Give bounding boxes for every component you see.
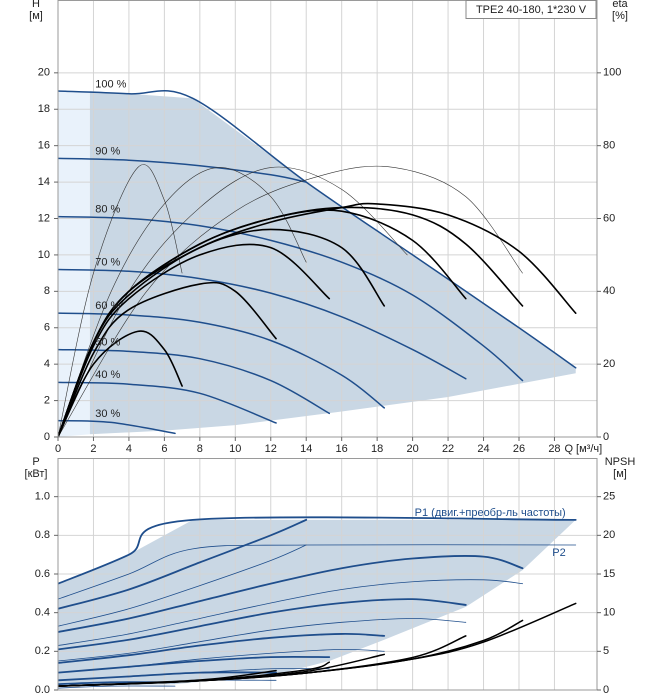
y-tick-label: 4 xyxy=(44,358,50,370)
y-tick-label: 2 xyxy=(44,394,50,406)
y2-tick-label: 20 xyxy=(603,529,615,541)
power-curve xyxy=(58,685,176,689)
y-tick-label: 0.4 xyxy=(35,607,50,619)
y-axis-unit: [м] xyxy=(29,10,43,22)
efficiency-curve xyxy=(58,330,183,437)
speed-label: 50 % xyxy=(95,336,120,348)
y-tick-label: 0.8 xyxy=(35,529,50,541)
x-tick-label: 2 xyxy=(90,443,96,455)
power-curve xyxy=(58,555,524,633)
power-curve xyxy=(58,544,577,600)
y2-axis-unit: [м] xyxy=(613,468,627,480)
power-curve xyxy=(58,598,467,651)
x-tick-label: 16 xyxy=(336,443,348,455)
power-curve xyxy=(58,579,523,646)
power-curve xyxy=(58,618,467,662)
y-tick-label: 12 xyxy=(38,212,50,224)
y-tick-label: 16 xyxy=(38,140,50,152)
plot-area xyxy=(58,0,597,437)
y2-tick-label: 25 xyxy=(603,491,615,503)
y-axis-label: P xyxy=(32,456,39,468)
title-box xyxy=(465,0,597,19)
speed-label: 70 % xyxy=(95,256,120,268)
speed-label: 100 % xyxy=(95,78,126,90)
y2-axis-label: NPSH xyxy=(605,456,636,468)
x-tick-label: 0 xyxy=(55,443,61,455)
x-tick-label: 4 xyxy=(126,443,132,455)
y-tick-label: 20 xyxy=(38,67,50,79)
x-axis-label: Q [м³/ч] xyxy=(564,443,602,455)
power-curve xyxy=(58,648,385,673)
operating-range xyxy=(89,91,576,435)
x-tick-label: 28 xyxy=(548,443,560,455)
speed-label: 60 % xyxy=(95,300,120,312)
head-curve xyxy=(58,90,577,369)
y-tick-label: 18 xyxy=(38,103,50,115)
x-tick-label: 8 xyxy=(197,443,203,455)
operating-range xyxy=(58,519,576,687)
speed-label: 40 % xyxy=(95,369,120,381)
y2-axis-unit: [%] xyxy=(612,10,628,22)
plot-area xyxy=(58,458,597,690)
efficiency-curve xyxy=(58,228,386,437)
efficiency-curve xyxy=(58,164,183,437)
y-tick-label: 0.2 xyxy=(35,645,50,657)
head-curve xyxy=(58,268,467,380)
y-tick-label: 14 xyxy=(38,176,50,188)
y2-tick-label: 80 xyxy=(603,140,615,152)
y2-tick-label: 15 xyxy=(603,568,615,580)
x-tick-label: 20 xyxy=(406,443,418,455)
power-curve xyxy=(58,518,308,610)
y-axis-label: H xyxy=(32,0,40,10)
speed-label: 80 % xyxy=(95,204,120,216)
power-curve xyxy=(58,633,386,664)
y2-tick-label: 0 xyxy=(603,431,609,443)
chart-title: TPE2 40-180, 1*230 V xyxy=(476,4,587,16)
y2-tick-label: 5 xyxy=(603,645,609,657)
x-tick-label: 6 xyxy=(161,443,167,455)
efficiency-curve xyxy=(58,243,331,437)
y-tick-label: 1.0 xyxy=(35,491,50,503)
y-tick-label: 6 xyxy=(44,322,50,334)
power-curve xyxy=(58,668,330,681)
y2-tick-label: 10 xyxy=(603,607,615,619)
power-curve xyxy=(58,516,577,585)
y-tick-label: 10 xyxy=(38,249,50,261)
head-curve xyxy=(58,419,176,435)
curve-label: P1 (двиг.+преобр-ль частоты) xyxy=(415,507,566,519)
x-tick-label: 18 xyxy=(371,443,383,455)
y2-tick-label: 0 xyxy=(603,684,609,696)
power-curve xyxy=(58,544,307,627)
y2-tick-label: 20 xyxy=(603,358,615,370)
y-tick-label: 0 xyxy=(44,431,50,443)
x-tick-label: 26 xyxy=(513,443,525,455)
y2-tick-label: 40 xyxy=(603,285,615,297)
y-tick-label: 0.6 xyxy=(35,568,50,580)
efficiency-curve xyxy=(58,167,307,437)
efficiency-curve xyxy=(58,281,277,437)
curve-label: P2 xyxy=(552,547,565,559)
head-curve xyxy=(58,215,524,382)
npsh-curve xyxy=(58,669,277,687)
x-tick-label: 12 xyxy=(265,443,277,455)
x-tick-label: 14 xyxy=(300,443,312,455)
operating-range xyxy=(58,91,90,437)
y-axis-unit: [кВт] xyxy=(25,468,48,480)
y2-tick-label: 60 xyxy=(603,212,615,224)
y2-tick-label: 100 xyxy=(603,67,621,79)
x-tick-label: 10 xyxy=(229,443,241,455)
x-tick-label: 22 xyxy=(442,443,454,455)
y2-axis-label: eta xyxy=(612,0,628,10)
efficiency-curve xyxy=(58,165,523,437)
y-tick-label: 8 xyxy=(44,285,50,297)
x-tick-label: 24 xyxy=(477,443,489,455)
head-curve xyxy=(58,381,277,424)
speed-label: 30 % xyxy=(95,408,120,420)
speed-label: 90 % xyxy=(95,145,120,157)
y-tick-label: 0.0 xyxy=(35,684,50,696)
head-curve xyxy=(58,157,307,183)
head-curve xyxy=(58,312,385,409)
